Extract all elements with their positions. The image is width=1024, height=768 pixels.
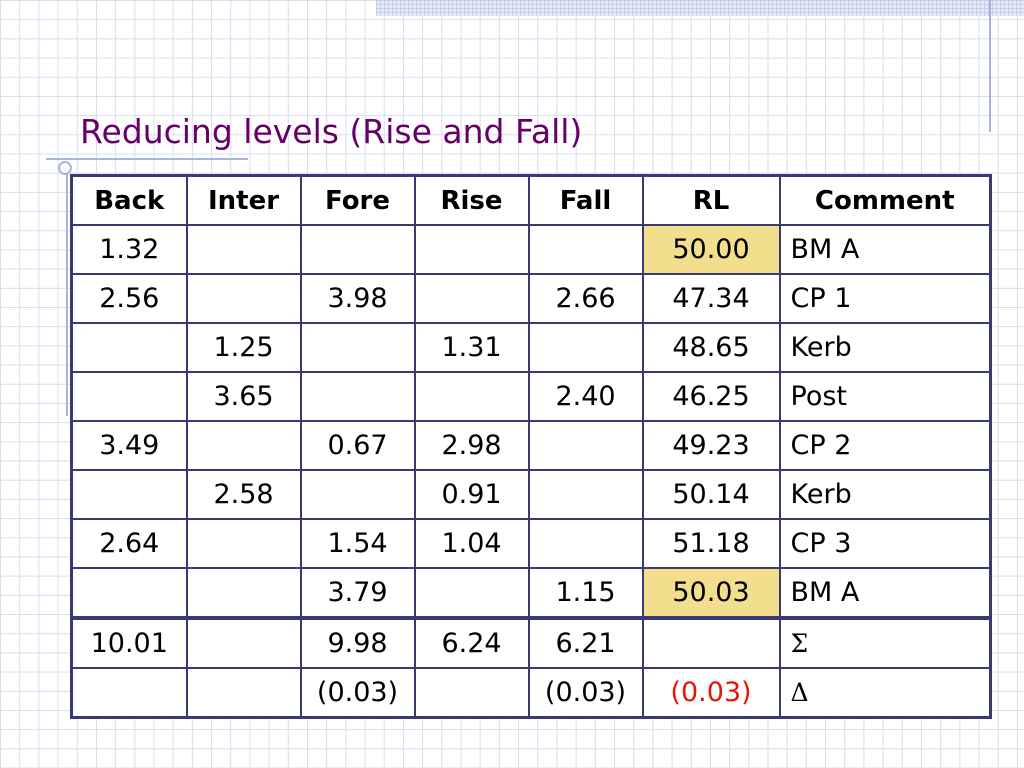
totals-row: 10.01 9.98 6.24 6.21 Σ	[70, 616, 992, 669]
cell-inter	[185, 518, 302, 569]
cell-rl-highlighted: 50.00	[641, 224, 781, 275]
cell-back	[70, 469, 188, 520]
header-comment: Comment	[778, 174, 992, 226]
cell-back	[70, 567, 188, 619]
cell-fall	[527, 224, 644, 275]
cell-fore: 0.67	[299, 420, 416, 471]
cell-rl: 51.18	[641, 518, 781, 569]
total-rl	[641, 616, 781, 669]
cell-inter	[185, 567, 302, 619]
cell-rl: 46.25	[641, 371, 781, 422]
levels-table: Back Inter Fore Rise Fall RL Comment 1.3…	[70, 174, 992, 719]
cell-rise: 1.31	[413, 322, 530, 373]
cell-back	[70, 371, 188, 422]
cell-fore	[299, 224, 416, 275]
cell-fall: 2.66	[527, 273, 644, 324]
cell-comment: BM A	[778, 567, 992, 619]
cell-fore: 3.98	[299, 273, 416, 324]
cell-inter	[185, 224, 302, 275]
table-row: 2.64 1.54 1.04 51.18 CP 3	[70, 518, 992, 569]
cell-inter: 2.58	[185, 469, 302, 520]
decorative-circle-icon	[58, 161, 72, 175]
cell-inter	[185, 420, 302, 471]
total-back: 10.01	[70, 616, 188, 669]
table-row: 3.65 2.40 46.25 Post	[70, 371, 992, 422]
cell-rise	[413, 371, 530, 422]
cell-fall	[527, 322, 644, 373]
delta-symbol: Δ	[778, 667, 992, 719]
diff-fall: (0.03)	[527, 667, 644, 719]
total-rise: 6.24	[413, 616, 530, 669]
cell-rise	[413, 273, 530, 324]
cell-fall: 1.15	[527, 567, 644, 619]
cell-comment: CP 3	[778, 518, 992, 569]
cell-inter: 3.65	[185, 371, 302, 422]
table-row: 2.56 3.98 2.66 47.34 CP 1	[70, 273, 992, 324]
cell-comment: Kerb	[778, 469, 992, 520]
diff-inter	[185, 667, 302, 719]
decorative-vertical-line	[989, 0, 991, 132]
decorative-header-band	[376, 0, 1024, 16]
total-fall: 6.21	[527, 616, 644, 669]
cell-back	[70, 322, 188, 373]
table-row: 1.25 1.31 48.65 Kerb	[70, 322, 992, 373]
cell-fore: 1.54	[299, 518, 416, 569]
cell-fore: 3.79	[299, 567, 416, 619]
header-rl: RL	[641, 174, 781, 226]
cell-fall	[527, 420, 644, 471]
cell-inter: 1.25	[185, 322, 302, 373]
diff-fore: (0.03)	[299, 667, 416, 719]
cell-rl: 49.23	[641, 420, 781, 471]
cell-rise: 1.04	[413, 518, 530, 569]
cell-fore	[299, 371, 416, 422]
cell-rl: 50.14	[641, 469, 781, 520]
header-rise: Rise	[413, 174, 530, 226]
table-row: 3.79 1.15 50.03 BM A	[70, 567, 992, 619]
slide-title: Reducing levels (Rise and Fall)	[80, 112, 583, 151]
total-inter	[185, 616, 302, 669]
cell-fore	[299, 322, 416, 373]
cell-back: 1.32	[70, 224, 188, 275]
cell-back: 3.49	[70, 420, 188, 471]
table-row: 3.49 0.67 2.98 49.23 CP 2	[70, 420, 992, 471]
sigma-symbol: Σ	[778, 616, 992, 669]
cell-comment: CP 2	[778, 420, 992, 471]
cell-rl-highlighted: 50.03	[641, 567, 781, 619]
cell-fore	[299, 469, 416, 520]
differences-row: (0.03) (0.03) (0.03) Δ	[70, 667, 992, 719]
diff-back	[70, 667, 188, 719]
cell-comment: Kerb	[778, 322, 992, 373]
table-row: 2.58 0.91 50.14 Kerb	[70, 469, 992, 520]
header-fore: Fore	[299, 174, 416, 226]
decorative-left-line	[66, 172, 68, 416]
cell-back: 2.64	[70, 518, 188, 569]
cell-rise	[413, 224, 530, 275]
header-fall: Fall	[527, 174, 644, 226]
cell-rl: 48.65	[641, 322, 781, 373]
cell-back: 2.56	[70, 273, 188, 324]
header-inter: Inter	[185, 174, 302, 226]
header-back: Back	[70, 174, 188, 226]
diff-rl-misclosure: (0.03)	[641, 667, 781, 719]
table-header-row: Back Inter Fore Rise Fall RL Comment	[70, 174, 992, 226]
diff-rise	[413, 667, 530, 719]
cell-comment: CP 1	[778, 273, 992, 324]
cell-comment: BM A	[778, 224, 992, 275]
levels-table-container: Back Inter Fore Rise Fall RL Comment 1.3…	[70, 174, 992, 719]
cell-rise: 2.98	[413, 420, 530, 471]
cell-inter	[185, 273, 302, 324]
cell-fall	[527, 518, 644, 569]
total-fore: 9.98	[299, 616, 416, 669]
cell-fall: 2.40	[527, 371, 644, 422]
table-row: 1.32 50.00 BM A	[70, 224, 992, 275]
cell-rise: 0.91	[413, 469, 530, 520]
cell-rise	[413, 567, 530, 619]
cell-rl: 47.34	[641, 273, 781, 324]
decorative-title-underline	[46, 158, 248, 160]
cell-comment: Post	[778, 371, 992, 422]
cell-fall	[527, 469, 644, 520]
